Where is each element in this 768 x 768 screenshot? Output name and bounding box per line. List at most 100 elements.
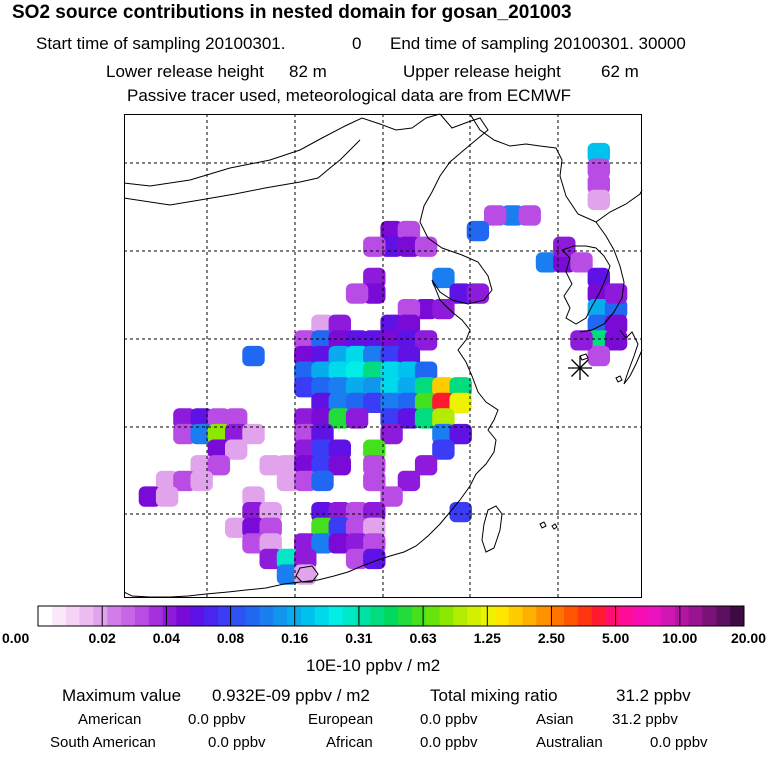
island-2 — [539, 521, 547, 529]
colorbar-swatch — [522, 606, 537, 626]
total-mixing-label: Total mixing ratio — [430, 686, 558, 705]
heatmap-cell — [570, 330, 593, 351]
heatmap-cell — [225, 408, 248, 429]
coastline-shandong — [123, 279, 499, 598]
heatmap-cell — [345, 345, 369, 367]
heatmap-cell — [414, 455, 438, 476]
colorbar-swatch — [38, 606, 53, 626]
heatmap-cell — [432, 439, 455, 460]
heatmap-cell — [311, 330, 334, 351]
heatmap-cell — [363, 439, 386, 460]
heatmap-cell — [311, 533, 334, 554]
heatmap-cell — [311, 314, 334, 335]
heatmap-cell — [363, 455, 386, 476]
heatmap-cell — [294, 548, 317, 570]
coastline-korea-east — [579, 221, 625, 333]
heatmap-cell — [242, 423, 265, 445]
heatmap-cell — [311, 423, 334, 445]
coastline-bohai — [123, 113, 441, 187]
heatmap-cell — [345, 408, 369, 429]
heatmap-cell — [328, 392, 351, 413]
heatmap-cell — [449, 423, 472, 445]
heatmap-cells — [138, 142, 628, 585]
heatmap-cell — [484, 205, 507, 226]
colorbar-tick-label: 20.00 — [730, 630, 766, 646]
heatmap-cell — [397, 361, 421, 382]
colorbar-swatch — [633, 606, 648, 626]
heatmap-cell — [155, 486, 179, 507]
colorbar-swatch — [467, 606, 482, 626]
heatmap-cell — [276, 470, 300, 492]
colorbar-swatch — [425, 606, 440, 626]
heatmap-cell — [328, 455, 351, 476]
coastline-north — [123, 139, 361, 206]
heatmap-cell — [311, 470, 334, 492]
colorbar-tick-label: 0.00 — [2, 630, 30, 646]
heatmap-cell — [173, 470, 196, 492]
start-time-value: 0 — [352, 34, 362, 53]
colorbar-tick-label: 1.25 — [473, 630, 501, 646]
colorbar-swatch — [162, 606, 177, 626]
heatmap-cell — [414, 377, 438, 398]
region-value: 0.0 ppbv — [420, 734, 478, 751]
colorbar-swatch — [190, 606, 205, 626]
heatmap-cell — [155, 470, 179, 492]
heatmap-cell — [380, 345, 403, 367]
region-value: 0.0 ppbv — [650, 734, 708, 751]
heatmap-cell — [311, 517, 334, 538]
heatmap-cell — [294, 423, 317, 445]
heatmap-cell — [432, 377, 455, 398]
colorbar-tick-label: 0.08 — [216, 630, 245, 646]
colorbar-swatch — [439, 606, 454, 626]
heatmap-cell — [345, 392, 369, 413]
heatmap-cell — [587, 158, 610, 179]
heatmap-cell — [328, 330, 351, 351]
heatmap-cell — [449, 392, 472, 413]
coastline-japan — [619, 329, 643, 385]
colorbar-swatch — [217, 606, 233, 626]
heatmap-cell — [397, 345, 421, 367]
heatmap-cell — [363, 236, 386, 257]
heatmap-cell — [311, 361, 334, 382]
heatmap-cell — [242, 517, 265, 538]
colorbar-swatch — [730, 606, 745, 626]
heatmap-cell — [259, 548, 282, 570]
heatmap-cell — [570, 252, 593, 273]
colorbar-swatch — [660, 606, 676, 626]
heatmap-cell — [345, 361, 369, 382]
coastline-taiwan — [481, 505, 503, 553]
heatmap-cell — [311, 455, 334, 476]
heatmap-cell — [587, 267, 610, 289]
heatmap-cell — [363, 517, 386, 538]
region-name: European — [308, 711, 374, 728]
colorbar-swatch — [121, 606, 136, 626]
heatmap-cell — [587, 330, 610, 351]
heatmap-cell — [328, 314, 351, 335]
heatmap-cell — [397, 470, 421, 492]
colorbar-swatch — [674, 606, 690, 626]
heatmap-cell — [432, 392, 455, 413]
colorbar-swatch — [397, 606, 413, 626]
colorbar-tick-label: 0.02 — [88, 630, 116, 646]
heatmap-cell — [380, 314, 403, 335]
heatmap-cell — [294, 377, 317, 398]
heatmap-cell — [397, 392, 421, 413]
heatmap-cell — [501, 205, 524, 226]
heatmap-cell — [294, 408, 317, 429]
heatmap-cell — [363, 377, 386, 398]
colorbar-swatch — [148, 606, 164, 626]
max-value-label: Maximum value — [62, 686, 182, 705]
colorbar-swatch — [259, 606, 274, 626]
heatmap-cell — [449, 283, 472, 304]
colorbar-swatch — [605, 606, 620, 626]
heatmap-cell — [328, 345, 351, 367]
heatmap-cell — [380, 330, 403, 351]
heatmap-cell — [345, 517, 369, 538]
heatmap-cell — [432, 408, 455, 429]
heatmap-cell — [414, 392, 438, 413]
colorbar-tick-label: 2.50 — [537, 630, 566, 646]
heatmap-cell — [553, 236, 576, 257]
coastline-korea — [469, 113, 643, 223]
heatmap-cell — [380, 423, 403, 445]
